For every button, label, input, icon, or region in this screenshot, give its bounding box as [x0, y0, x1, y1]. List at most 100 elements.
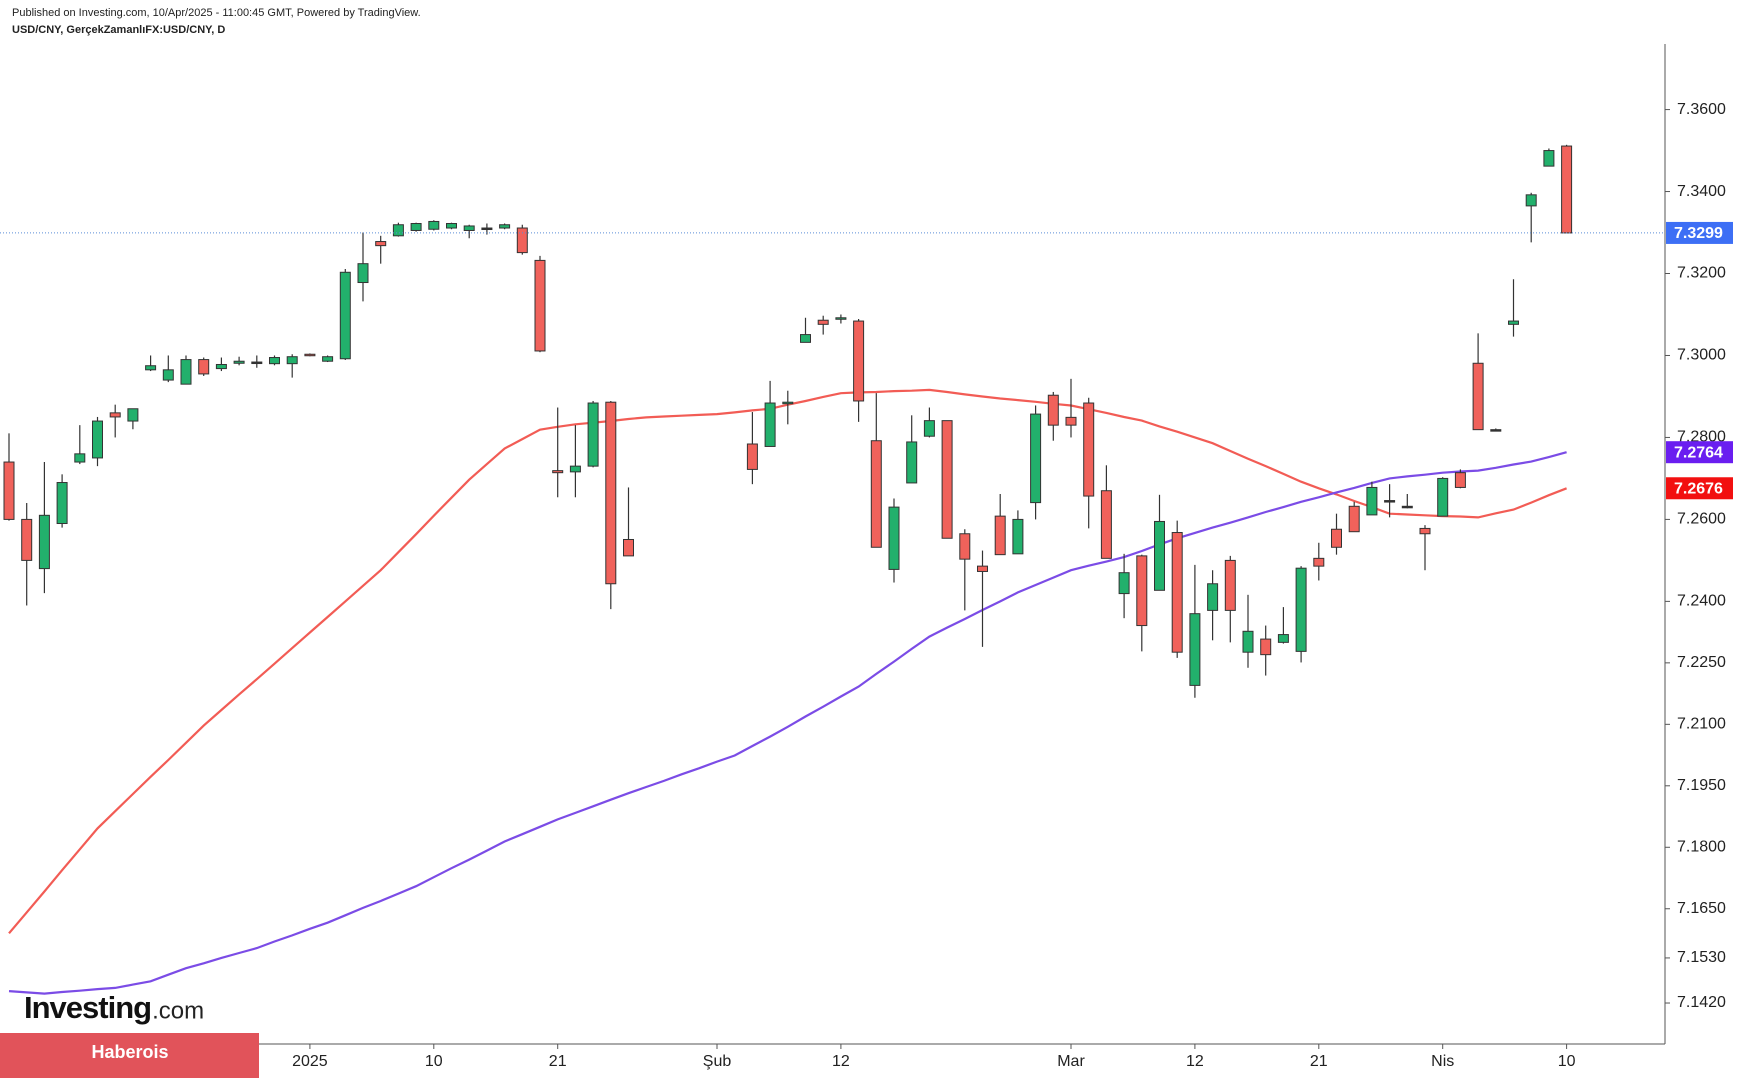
candle-body [481, 227, 493, 231]
y-tick-label: 7.1530 [1677, 949, 1726, 966]
candle-body [782, 401, 794, 405]
moving-average-line [8, 451, 1567, 995]
y-tick-label: 7.1650 [1677, 900, 1726, 917]
candle [215, 357, 227, 372]
candle-body [269, 357, 280, 365]
candle-body [1295, 567, 1307, 652]
x-tick-label: 21 [549, 1053, 567, 1070]
x-tick-label: 12 [1186, 1053, 1204, 1070]
candle [1419, 525, 1431, 571]
candle [1277, 607, 1289, 644]
y-tick-label: 7.2600 [1677, 511, 1726, 528]
y-tick-label: 7.3600 [1677, 101, 1726, 118]
candle [38, 462, 50, 594]
candle [198, 357, 210, 376]
candle [109, 404, 121, 438]
candle-body [1277, 634, 1289, 643]
candle [21, 503, 33, 606]
candle [1083, 397, 1095, 529]
candle [1100, 465, 1112, 559]
candle [534, 255, 546, 353]
last-value-label: 7.2764 [1674, 444, 1723, 461]
candle [1207, 570, 1219, 641]
candle [56, 474, 68, 528]
candle [180, 355, 192, 385]
candle [375, 235, 387, 264]
y-tick-label: 7.2100 [1677, 716, 1726, 733]
candle [92, 416, 103, 467]
candle-body [392, 224, 404, 237]
logo-suffix: .com [152, 997, 204, 1024]
moving-average-line [8, 388, 1567, 935]
last-value-label: 7.2676 [1674, 480, 1723, 497]
candle-body [145, 365, 157, 371]
candle [552, 407, 564, 498]
candle [800, 317, 811, 343]
candle-body [198, 359, 210, 375]
candle-body [322, 356, 334, 362]
candle [392, 222, 404, 237]
candle-body [1561, 145, 1573, 234]
candle [1065, 378, 1077, 438]
candle [145, 355, 157, 372]
candle [1047, 391, 1059, 441]
candle [1437, 477, 1449, 517]
candle [764, 380, 776, 447]
candle-body [569, 465, 581, 473]
candle-body [1454, 472, 1466, 488]
y-tick-label: 7.1800 [1677, 838, 1726, 855]
candle [269, 355, 280, 366]
candle-body [339, 271, 351, 360]
candle [127, 408, 139, 430]
x-tick-label: 10 [1558, 1053, 1576, 1070]
candle [835, 314, 847, 324]
candle-body [1348, 505, 1360, 533]
candle-body [1490, 429, 1502, 432]
candle [1012, 510, 1024, 555]
candle [3, 433, 15, 521]
candle-body [1012, 518, 1024, 555]
candle [463, 224, 475, 239]
candle-body [1065, 416, 1077, 426]
candle-body [304, 353, 316, 357]
x-tick-label: 2025 [292, 1053, 328, 1070]
last-value-label: 7.3299 [1674, 225, 1723, 242]
candle-body [746, 443, 758, 470]
candle [1472, 333, 1484, 431]
candle-body [1136, 555, 1148, 627]
candle-body [516, 227, 528, 254]
candle [1331, 513, 1342, 555]
candle [605, 400, 617, 610]
x-tick-label: 12 [832, 1053, 850, 1070]
banner-label: Haberois [91, 1042, 168, 1062]
candle [1490, 428, 1502, 432]
candle-body [623, 538, 634, 557]
candle [499, 223, 511, 230]
candle-body [1508, 320, 1519, 325]
candle [906, 415, 918, 484]
y-tick-label: 7.3000 [1677, 347, 1726, 364]
candle [746, 412, 758, 485]
candle-body [1224, 559, 1236, 611]
candle-body [1242, 630, 1254, 653]
candle [977, 550, 988, 647]
x-tick-label: Şub [703, 1053, 732, 1070]
candle [516, 224, 528, 255]
candle [304, 353, 316, 357]
candle [1384, 484, 1396, 518]
candle-body [446, 223, 457, 229]
candle-body [1207, 583, 1219, 611]
candle [1189, 564, 1201, 698]
symbol-title: USD/CNY, GerçekZamanlıFX:USD/CNY, D [12, 24, 226, 36]
candle-body [764, 402, 776, 447]
candle [251, 355, 263, 368]
x-tick-label: Nis [1431, 1053, 1454, 1070]
candle-body [1260, 638, 1272, 656]
candle-body [1525, 194, 1537, 207]
candle-body [38, 514, 50, 570]
x-tick-label: 21 [1310, 1053, 1328, 1070]
candle-body [162, 369, 174, 381]
candle [1242, 594, 1254, 668]
